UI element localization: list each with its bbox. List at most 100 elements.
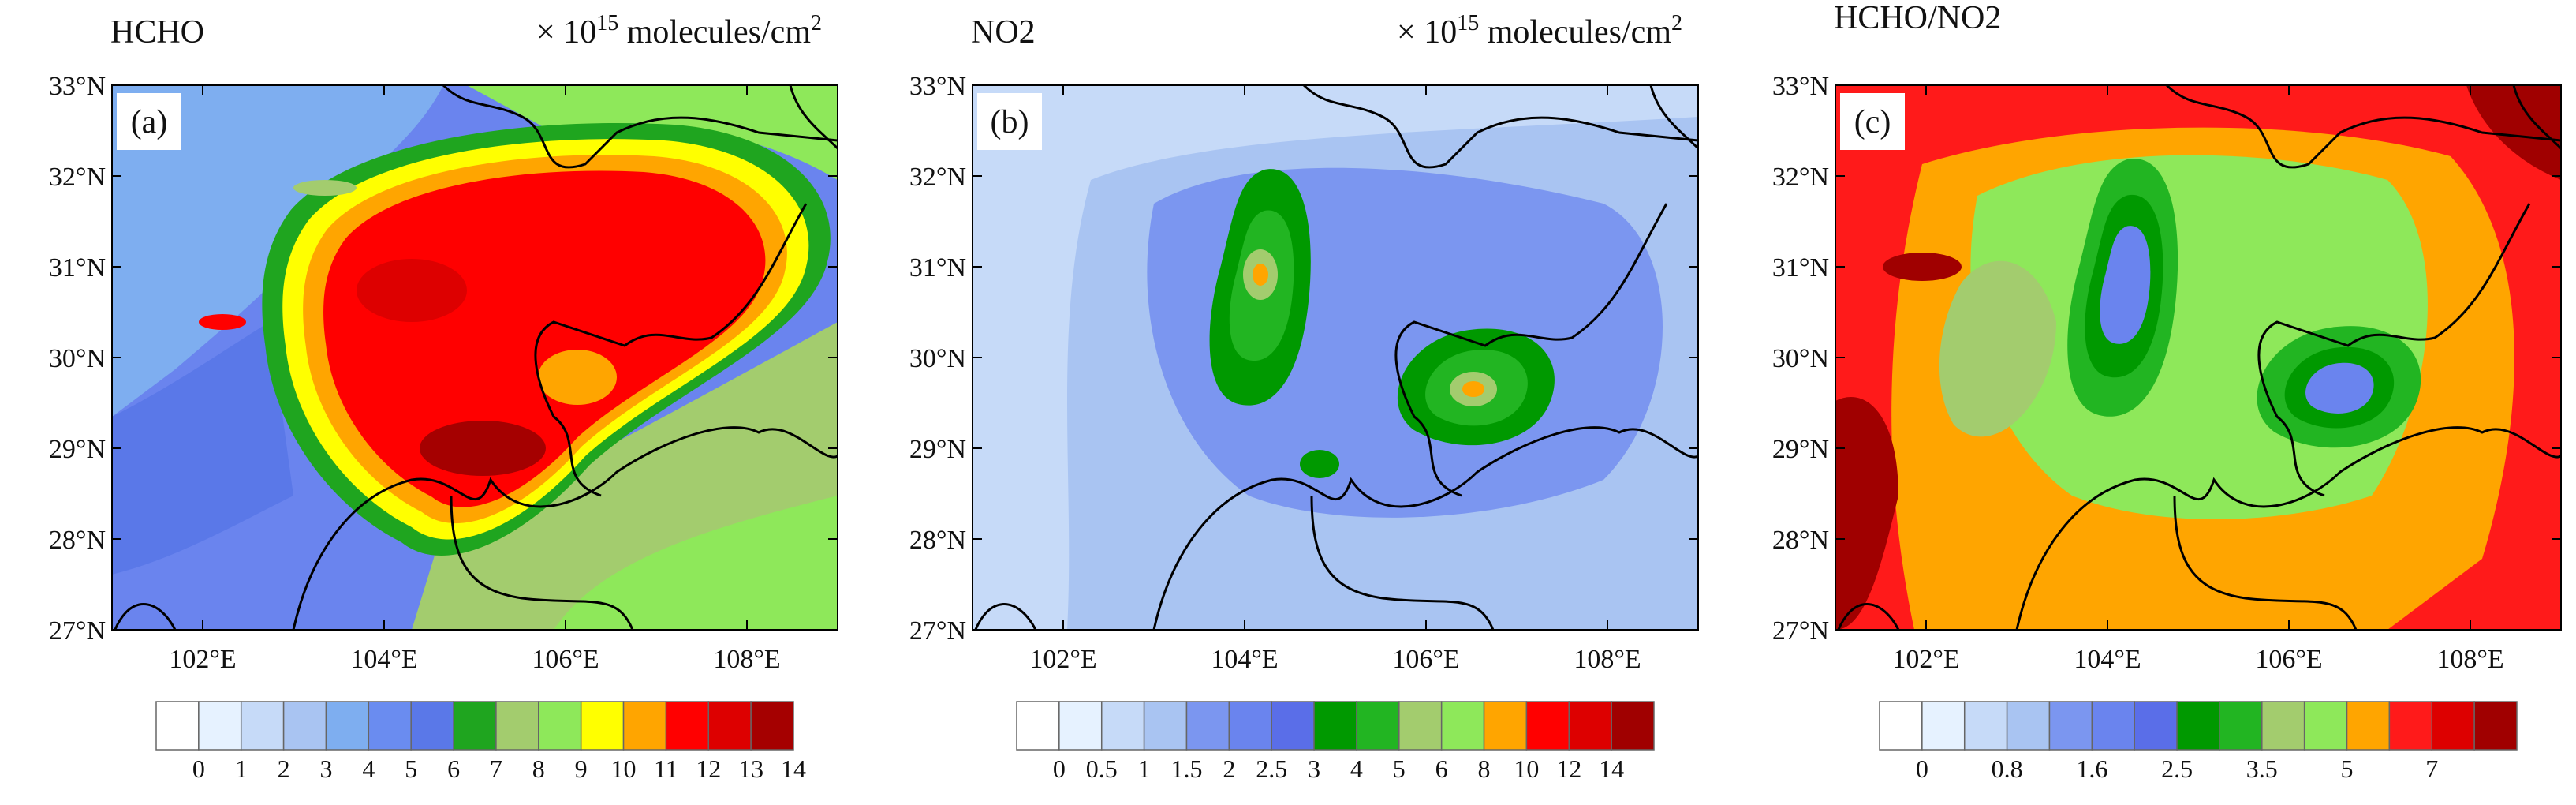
colorbar-label: 1.5 bbox=[1170, 754, 1202, 783]
colorbar-box bbox=[1271, 701, 1315, 751]
lat-tick-label: 30°N bbox=[909, 344, 966, 373]
unit: × 1015 molecules/cm2 bbox=[536, 11, 822, 51]
colorbar-box bbox=[325, 701, 370, 751]
panel-label-box bbox=[1840, 93, 1905, 150]
colorbar-box bbox=[453, 701, 497, 751]
colorbar-box bbox=[1100, 701, 1145, 751]
colorbar-label: 2.5 bbox=[1256, 754, 1287, 783]
field bbox=[199, 314, 246, 330]
lon-tick-label: 106°E bbox=[532, 645, 599, 674]
colorbar-box bbox=[2346, 701, 2391, 751]
field bbox=[112, 322, 293, 575]
colorbar-label: 3.5 bbox=[2246, 754, 2278, 783]
lon-tick-label: 104°E bbox=[350, 645, 417, 674]
panel-label: (c) bbox=[1854, 104, 1891, 140]
colorbar-label: 4 bbox=[362, 754, 375, 783]
colorbar-box bbox=[1611, 701, 1655, 751]
colorbar-box bbox=[2261, 701, 2305, 751]
colorbar-label: 5 bbox=[1393, 754, 1406, 783]
colorbar-box bbox=[538, 701, 582, 751]
colorbar-label: 5 bbox=[2341, 754, 2354, 783]
field bbox=[293, 180, 357, 196]
lon-tick-label: 104°E bbox=[1211, 645, 1278, 674]
colorbar-box bbox=[2431, 701, 2475, 751]
lon-tick-label: 106°E bbox=[2255, 645, 2322, 674]
unit-power: 2 bbox=[1671, 11, 1682, 36]
unit-prefix: × 10 bbox=[536, 14, 596, 51]
colorbar-label: 8 bbox=[1478, 754, 1491, 783]
colorbar-label: 5 bbox=[405, 754, 417, 783]
colorbar-box bbox=[665, 701, 710, 751]
lon-tick-label: 102°E bbox=[1892, 645, 1959, 674]
colorbar-label: 1 bbox=[1138, 754, 1151, 783]
field bbox=[1883, 253, 1962, 281]
colorbar-box bbox=[240, 701, 285, 751]
colorbar-label: 7 bbox=[490, 754, 502, 783]
colorbar-box bbox=[1313, 701, 1357, 751]
colorbar-box bbox=[707, 701, 752, 751]
colorbar-label: 4 bbox=[1350, 754, 1363, 783]
lat-tick-label: 29°N bbox=[1772, 435, 1829, 464]
colorbar-label: 0 bbox=[1916, 754, 1928, 783]
lon-tick-label: 108°E bbox=[713, 645, 780, 674]
map-field bbox=[1835, 85, 2561, 630]
colorbar-box bbox=[750, 701, 794, 751]
field bbox=[357, 259, 467, 322]
field bbox=[420, 421, 546, 476]
lat-tick-label: 32°N bbox=[49, 163, 106, 192]
map-b bbox=[972, 84, 1699, 631]
colorbar-label: 1.6 bbox=[2076, 754, 2107, 783]
colorbar-box bbox=[2219, 701, 2263, 751]
colorbar-box bbox=[1143, 701, 1188, 751]
colorbar-label: 0 bbox=[192, 754, 205, 783]
lon-tick-label: 104°E bbox=[2074, 645, 2141, 674]
colorbar-box bbox=[1921, 701, 1966, 751]
colorbar-box bbox=[1185, 701, 1230, 751]
lat-tick-label: 30°N bbox=[1772, 344, 1829, 373]
colorbar-box bbox=[155, 701, 200, 751]
lat-tick-label: 32°N bbox=[1772, 163, 1829, 192]
colorbar-box bbox=[1398, 701, 1443, 751]
colorbar-box bbox=[2176, 701, 2220, 751]
lat-tick-label: 32°N bbox=[909, 163, 966, 192]
lat-tick-label: 31°N bbox=[1772, 253, 1829, 283]
colorbar-label: 1 bbox=[235, 754, 248, 783]
map-field bbox=[112, 85, 838, 630]
colorbar-box bbox=[1016, 701, 1060, 751]
colorbar-label: 2 bbox=[1223, 754, 1235, 783]
lat-tick-label: 29°N bbox=[909, 435, 966, 464]
colorbar-box bbox=[368, 701, 412, 751]
unit-exponent: 15 bbox=[596, 11, 618, 36]
colorbar-box bbox=[1879, 701, 1923, 751]
colorbar-label: 7 bbox=[2425, 754, 2438, 783]
colorbar-label: 6 bbox=[447, 754, 460, 783]
colorbar-label: 0 bbox=[1053, 754, 1066, 783]
panel-title: NO2 bbox=[971, 14, 1036, 51]
colorbar-box bbox=[2388, 701, 2433, 751]
colorbar-box bbox=[2134, 701, 2178, 751]
lon-tick-label: 108°E bbox=[2436, 645, 2503, 674]
unit-exponent: 15 bbox=[1457, 11, 1479, 36]
colorbar-box bbox=[1568, 701, 1612, 751]
colorbar-label: 14 bbox=[781, 754, 806, 783]
colorbar-label: 14 bbox=[1599, 754, 1624, 783]
field bbox=[538, 350, 617, 405]
panel-label-box bbox=[117, 93, 181, 150]
field bbox=[554, 496, 838, 630]
lat-tick-label: 30°N bbox=[49, 344, 106, 373]
colorbar-label: 11 bbox=[654, 754, 678, 783]
lon-tick-label: 108°E bbox=[1574, 645, 1641, 674]
colorbar-box bbox=[1483, 701, 1528, 751]
unit: × 1015 molecules/cm2 bbox=[1397, 11, 1682, 51]
lat-tick-label: 27°N bbox=[909, 616, 966, 646]
lat-tick-label: 27°N bbox=[1772, 616, 1829, 646]
colorbar-box bbox=[2303, 701, 2348, 751]
lon-tick-label: 106°E bbox=[1392, 645, 1459, 674]
colorbar-box bbox=[2473, 701, 2518, 751]
colorbar-label: 0.8 bbox=[1992, 754, 2023, 783]
field bbox=[1253, 264, 1268, 286]
lat-tick-label: 28°N bbox=[1772, 526, 1829, 555]
colorbar-label: 10 bbox=[611, 754, 637, 783]
colorbar-label: 2 bbox=[278, 754, 290, 783]
